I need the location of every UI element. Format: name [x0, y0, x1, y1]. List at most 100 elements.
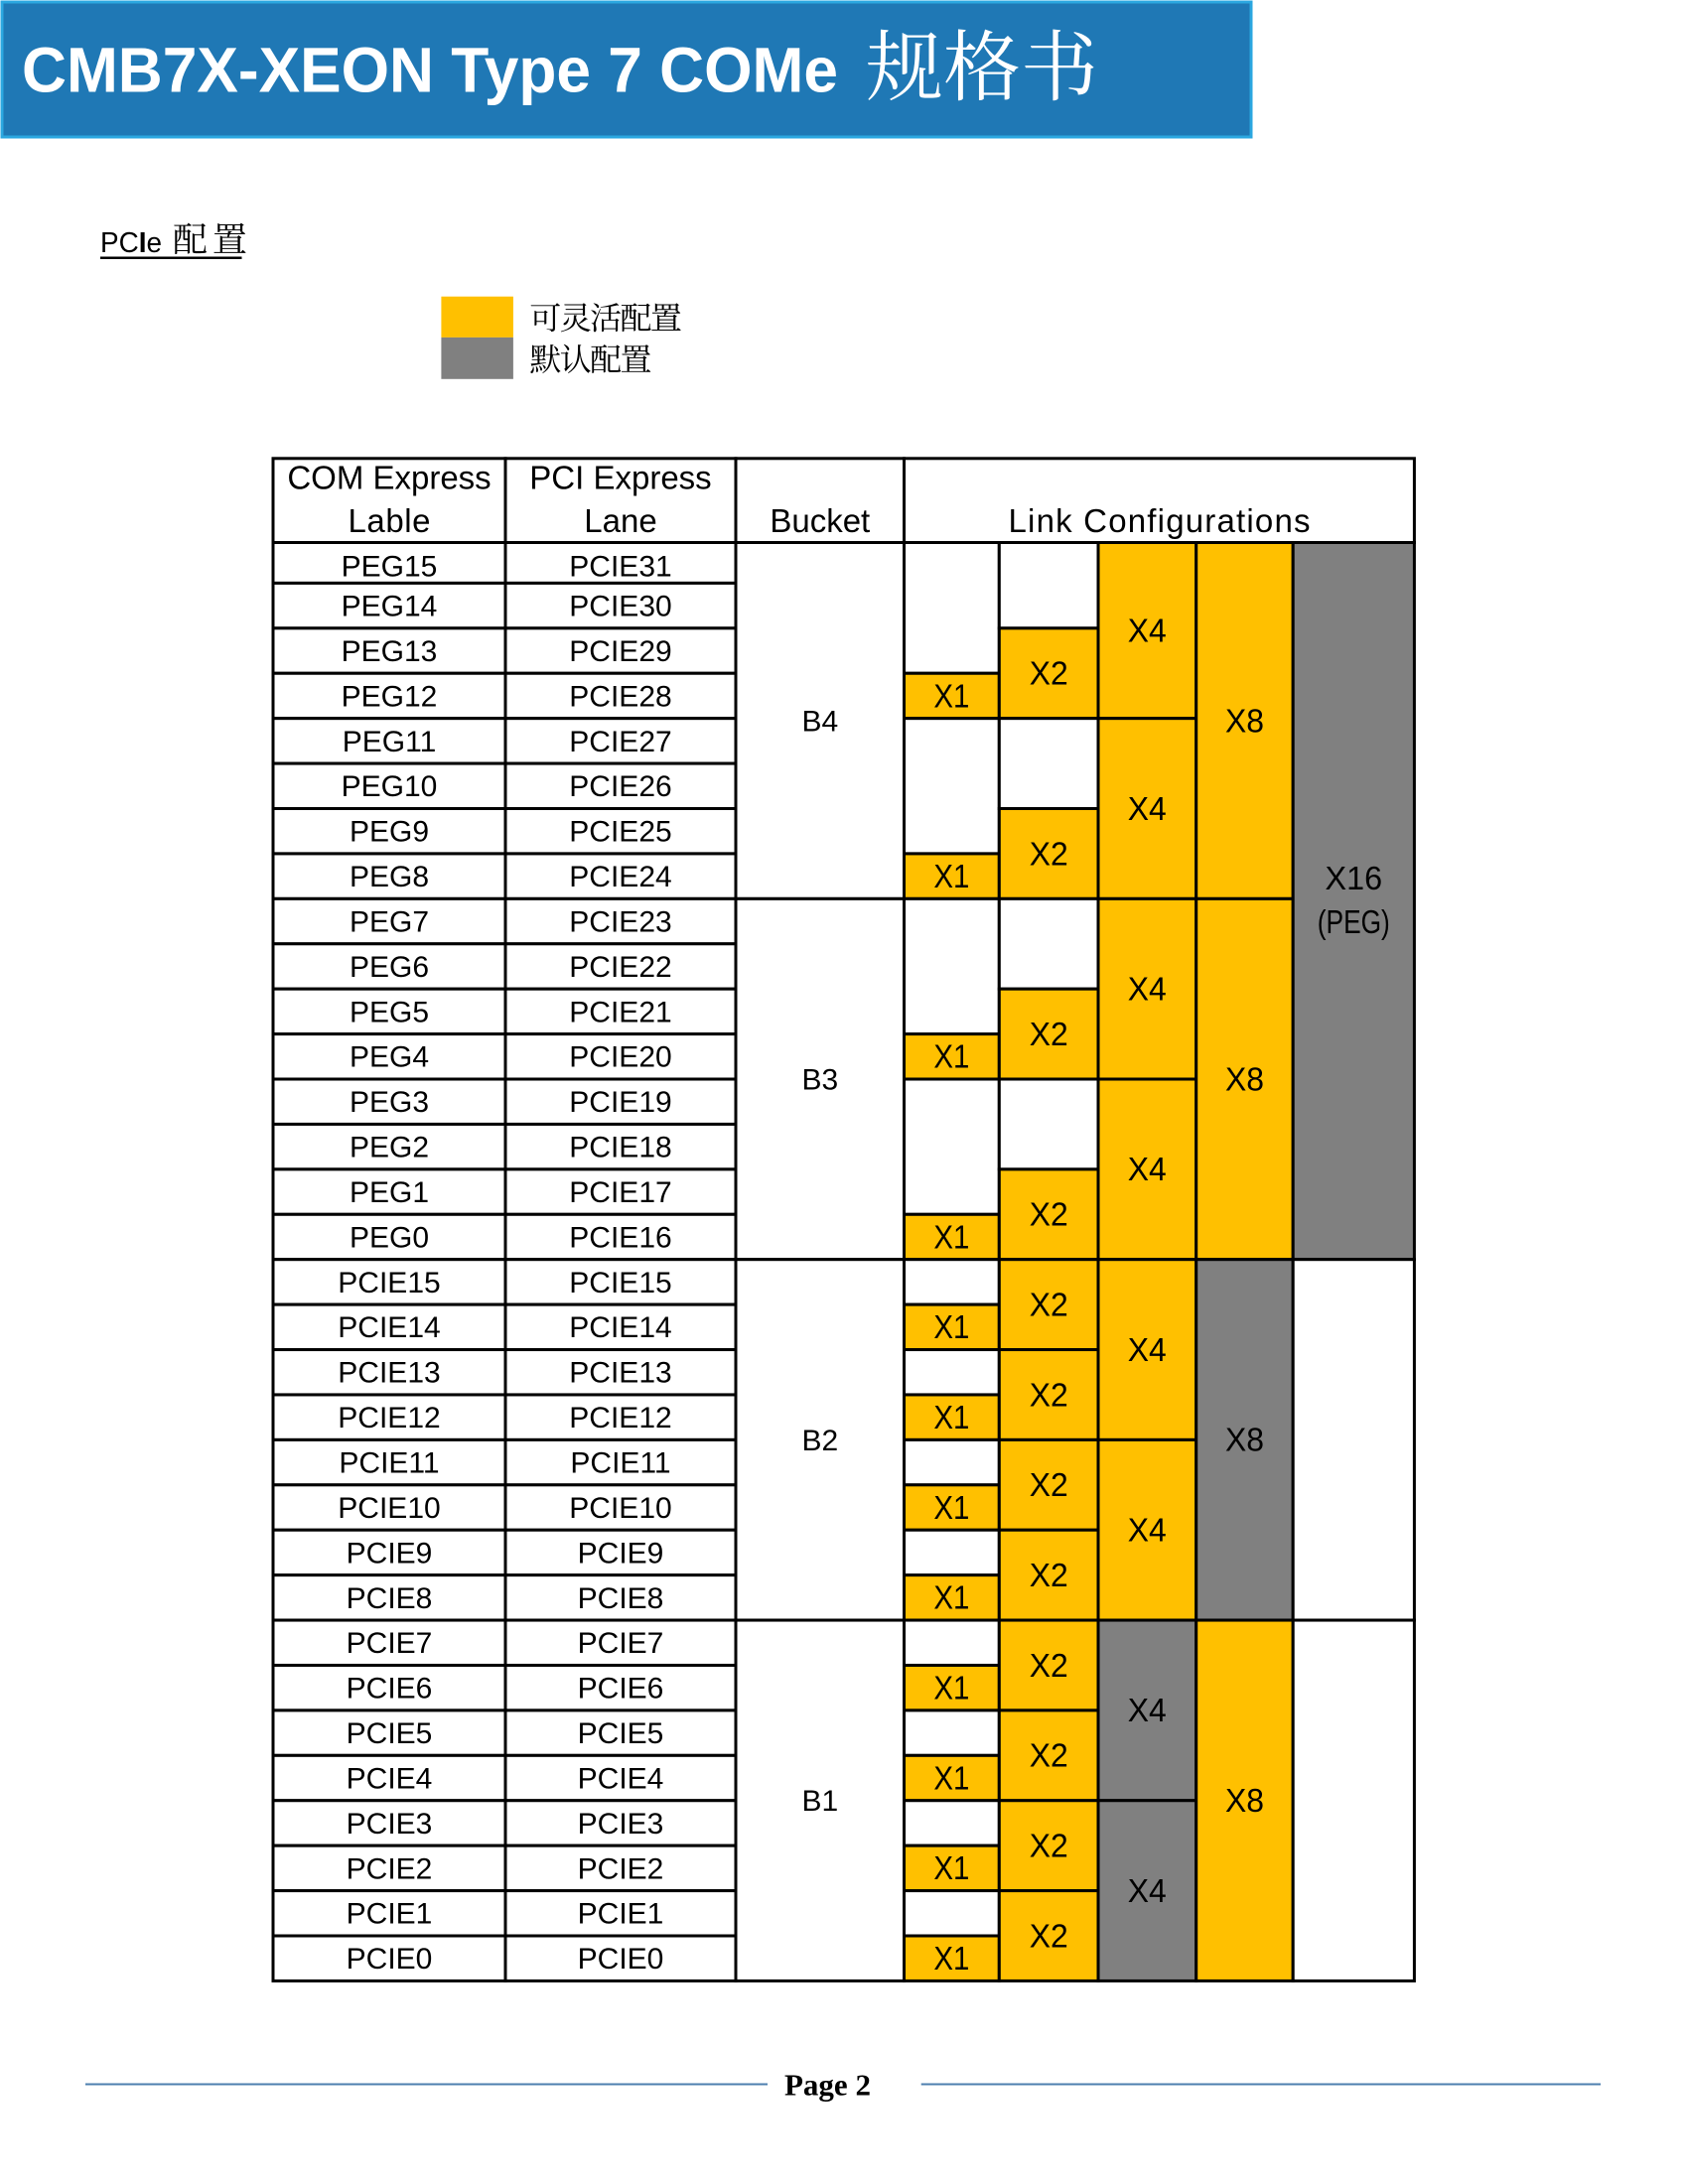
svg-text:B4: B4	[801, 705, 838, 738]
svg-text:X4: X4	[1128, 1331, 1167, 1368]
svg-text:PEG8: PEG8	[350, 861, 429, 893]
svg-text:PCIE10: PCIE10	[338, 1492, 440, 1525]
svg-text:X2: X2	[1030, 1917, 1068, 1954]
svg-text:PCIE3: PCIE3	[578, 1808, 664, 1841]
svg-text:PCIE4: PCIE4	[578, 1762, 664, 1795]
svg-text:PCIE7: PCIE7	[347, 1627, 433, 1660]
svg-text:X1: X1	[933, 1579, 969, 1616]
svg-text:Link Configurations: Link Configurations	[1009, 502, 1311, 539]
svg-text:PCIE18: PCIE18	[569, 1132, 671, 1164]
svg-text:B2: B2	[801, 1425, 838, 1457]
svg-text:X1: X1	[933, 858, 969, 894]
svg-text:X2: X2	[1030, 835, 1068, 872]
svg-text:PCIE28: PCIE28	[569, 680, 671, 713]
svg-text:X16: X16	[1326, 860, 1383, 896]
svg-text:PCIE17: PCIE17	[569, 1176, 671, 1209]
svg-text:B1: B1	[801, 1785, 838, 1818]
svg-text:PEG15: PEG15	[342, 551, 438, 584]
svg-text:PCI Express: PCI Express	[529, 460, 711, 496]
svg-text:PCIE21: PCIE21	[569, 996, 671, 1028]
svg-text:PCIE25: PCIE25	[569, 816, 671, 849]
svg-text:PCIE5: PCIE5	[347, 1717, 433, 1750]
svg-text:PCIE19: PCIE19	[569, 1086, 671, 1119]
svg-text:X4: X4	[1128, 790, 1167, 827]
svg-text:PEG11: PEG11	[343, 726, 437, 758]
svg-text:X4: X4	[1128, 1512, 1167, 1549]
svg-text:PEG14: PEG14	[342, 591, 438, 623]
svg-text:PEG6: PEG6	[350, 951, 429, 984]
svg-text:PEG12: PEG12	[342, 680, 438, 713]
svg-text:PEG7: PEG7	[350, 905, 429, 938]
svg-text:PCIE16: PCIE16	[569, 1221, 671, 1254]
svg-text:X1: X1	[933, 1940, 969, 1977]
svg-text:X2: X2	[1030, 1647, 1068, 1684]
svg-text:PEG10: PEG10	[342, 770, 438, 803]
svg-text:X1: X1	[933, 1218, 969, 1255]
svg-text:PCIE1: PCIE1	[578, 1898, 664, 1931]
svg-text:X1: X1	[933, 1308, 969, 1345]
svg-text:PCIE8: PCIE8	[578, 1582, 664, 1615]
svg-text:X2: X2	[1030, 1287, 1068, 1323]
svg-text:PCIE12: PCIE12	[569, 1402, 671, 1434]
svg-text:X2: X2	[1030, 1828, 1068, 1864]
svg-text:Page 2: Page 2	[784, 2067, 871, 2102]
svg-text:X2: X2	[1030, 1016, 1068, 1052]
svg-text:PCIE23: PCIE23	[569, 905, 671, 938]
svg-text:PCIE13: PCIE13	[569, 1357, 671, 1390]
svg-text:PCIE1: PCIE1	[347, 1898, 433, 1931]
svg-text:X8: X8	[1225, 702, 1264, 739]
svg-text:X1: X1	[933, 1670, 969, 1706]
svg-text:X1: X1	[933, 1399, 969, 1435]
svg-text:PCIE11: PCIE11	[570, 1447, 670, 1480]
svg-text:X8: X8	[1225, 1422, 1264, 1458]
svg-text:CMB7X-XEON Type 7 COMe: CMB7X-XEON Type 7 COMe	[22, 35, 838, 106]
svg-text:COM Express: COM Express	[287, 460, 491, 496]
svg-text:Bucket: Bucket	[770, 502, 870, 539]
svg-text:PCIE15: PCIE15	[569, 1267, 671, 1299]
svg-text:PCIe: PCIe	[100, 227, 162, 259]
svg-text:PEG2: PEG2	[350, 1132, 429, 1164]
svg-text:Lable: Lable	[349, 502, 431, 539]
svg-text:PEG13: PEG13	[342, 635, 438, 668]
svg-text:PCIE7: PCIE7	[578, 1627, 664, 1660]
svg-text:X2: X2	[1030, 655, 1068, 692]
svg-text:X1: X1	[933, 1038, 969, 1075]
svg-text:PCIE30: PCIE30	[569, 591, 671, 623]
svg-text:PCIE12: PCIE12	[338, 1402, 440, 1434]
svg-text:PCIE11: PCIE11	[339, 1447, 439, 1480]
svg-text:PCIE24: PCIE24	[569, 861, 671, 893]
svg-text:PCIE9: PCIE9	[578, 1537, 664, 1570]
svg-text:X8: X8	[1225, 1060, 1264, 1097]
svg-text:B3: B3	[801, 1063, 838, 1096]
svg-text:PCIE6: PCIE6	[347, 1673, 433, 1706]
svg-text:PCIE0: PCIE0	[347, 1943, 433, 1976]
svg-text:X1: X1	[933, 1759, 969, 1796]
svg-text:PCIE2: PCIE2	[578, 1852, 664, 1885]
svg-text:PCIE14: PCIE14	[569, 1311, 671, 1344]
svg-text:PEG0: PEG0	[350, 1221, 429, 1254]
svg-text:X2: X2	[1030, 1737, 1068, 1774]
svg-text:PCIE2: PCIE2	[347, 1852, 433, 1885]
svg-text:X4: X4	[1128, 612, 1167, 648]
svg-text:PCIE9: PCIE9	[347, 1537, 433, 1570]
svg-text:PCIE27: PCIE27	[569, 726, 671, 758]
svg-text:PCIE29: PCIE29	[569, 635, 671, 668]
svg-text:X2: X2	[1030, 1557, 1068, 1593]
svg-text:X2: X2	[1030, 1196, 1068, 1233]
svg-text:PCIE26: PCIE26	[569, 770, 671, 803]
svg-text:X2: X2	[1030, 1376, 1068, 1413]
svg-text:(PEG): (PEG)	[1318, 903, 1390, 940]
svg-text:PEG5: PEG5	[350, 996, 429, 1028]
svg-text:PCIE13: PCIE13	[338, 1357, 440, 1390]
svg-text:X1: X1	[933, 677, 969, 714]
svg-text:X4: X4	[1128, 1872, 1167, 1909]
svg-text:X1: X1	[933, 1489, 969, 1526]
svg-text:X8: X8	[1225, 1782, 1264, 1819]
svg-text:PCIE3: PCIE3	[347, 1808, 433, 1841]
svg-text:PEG9: PEG9	[350, 816, 429, 849]
svg-text:X4: X4	[1128, 1151, 1167, 1187]
svg-text:PCIE31: PCIE31	[569, 551, 671, 584]
svg-text:PEG3: PEG3	[350, 1086, 429, 1119]
svg-text:X1: X1	[933, 1849, 969, 1886]
svg-text:PCIE0: PCIE0	[578, 1943, 664, 1976]
